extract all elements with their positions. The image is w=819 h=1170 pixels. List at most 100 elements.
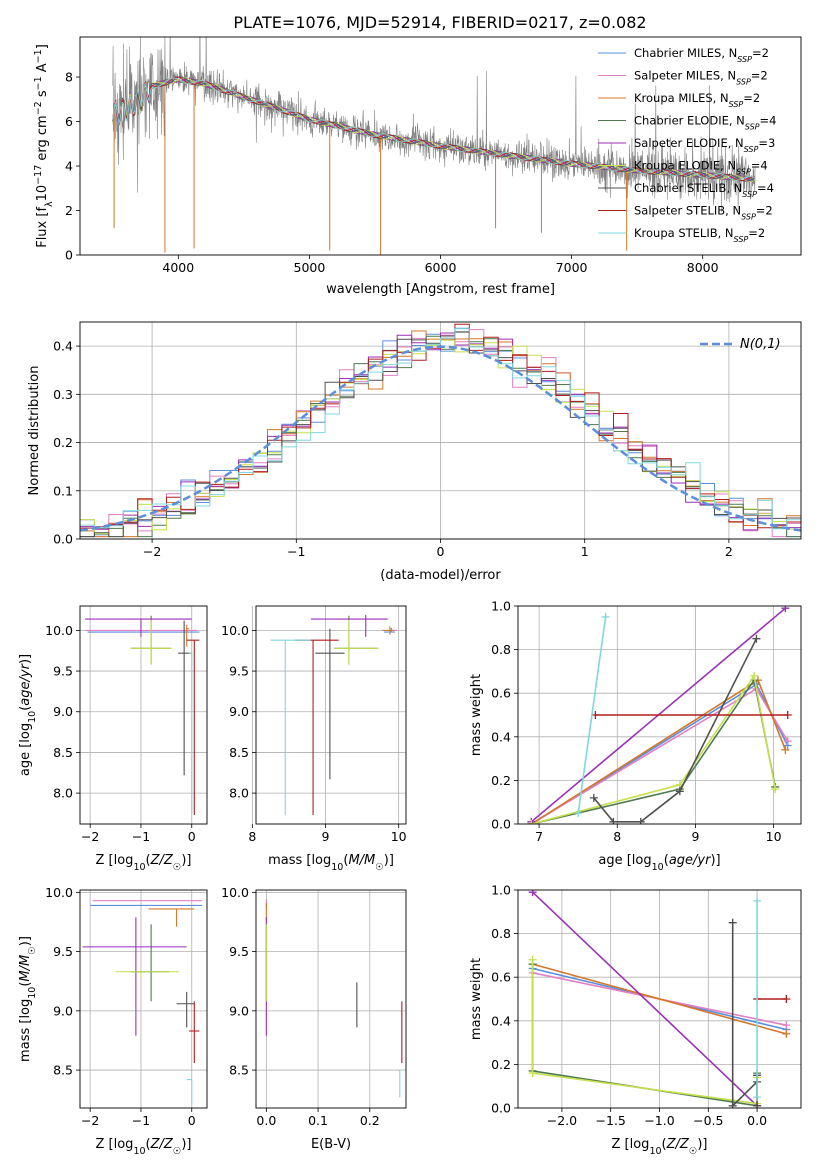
y-tick-label: 10.0 [45,885,73,900]
legend-label: Salpeter ELODIE, NSSP=3 [634,136,775,154]
plot-area [265,899,403,1098]
errorbar-sE [310,614,388,637]
weight-marker [728,1101,737,1108]
errorbar-cE [130,924,169,1002]
x-tick-label: −2.0 [547,1113,577,1128]
y-tick-label: 10.0 [221,885,249,900]
weight-marker [781,606,790,613]
weight-marker [783,737,792,746]
x-tick-label: −2 [81,1113,99,1128]
y-tick-label: 9.0 [53,1003,73,1018]
y-tick-label: 0.4 [53,339,73,354]
axes-frame [79,321,802,540]
y-tick-label: 9.0 [53,704,73,719]
legend-label: Kroupa ELODIE, NSSP=4 [634,159,768,177]
weight-marker [782,995,791,1003]
legend-label: Kroupa STELIB, NSSP=2 [634,226,765,244]
x-tick-label: 8 [248,829,256,844]
residual-histogram-kS [80,328,801,530]
errorbar-sE [85,618,192,637]
legend-label: Salpeter MILES, NSSP=2 [634,69,768,87]
weight-marker [728,918,737,927]
weight-line-kE [531,673,776,824]
x-tick-label: 1 [581,544,589,559]
weight-line-sM [530,687,789,824]
x-tick-label: 0.0 [747,1113,767,1128]
figure-title: PLATE=1076, MJD=52914, FIBERID=0217, z=0… [233,13,646,32]
age-metallicity-panel: −2 −1 0 8.0 8.5 9.0 9.5 10.0 Z [log10(Z/Z☉)] age … [18,605,208,873]
y-tick-label: 0.0 [53,532,73,547]
plot-area [270,614,398,816]
y-tick-label: 0.4 [491,729,511,744]
y-axis-label: age [log10(age/yr)] [18,654,38,776]
y-tick-label: 0.8 [491,642,511,657]
plot-area [527,606,792,824]
x-tick-label: −2 [81,829,99,844]
x-axis-label: wavelength [Angstrom, rest frame] [326,282,555,297]
weight-line-sE [532,891,758,1107]
errorbar-kM [186,624,190,647]
y-tick-label: 0.2 [53,435,73,450]
weight-line-cM [530,683,789,824]
x-tick-label: 10 [391,829,407,844]
plot-area [80,323,801,538]
weight-marker [752,634,761,643]
x-tick-label: 2 [725,544,733,559]
x-tick-label: 10 [766,829,782,844]
plot-area [85,615,200,816]
x-tick-label: 8000 [687,260,719,275]
x-tick-label: 0.1 [308,1113,328,1128]
x-tick-label: 0 [437,544,445,559]
legend-label: Kroupa MILES, NSSP=2 [634,91,760,109]
errorbar-kE [130,619,172,665]
weight-line-kE [531,959,758,1105]
mass-ebv-panel: 0.0 0.1 0.2 8.5 9.0 9.5 10.0 E(B-V) [221,885,407,1152]
axes-frame [255,605,407,825]
weight-marker [753,1093,762,1102]
x-axis-label: E(B-V) [311,1137,351,1152]
x-tick-label: 6000 [425,260,457,275]
y-tick-label: 0.4 [491,1013,511,1028]
legend-label: Chabrier STELIB, NSSP=4 [634,181,774,199]
x-tick-label: 9 [691,829,699,844]
y-tick-label: 9.5 [53,664,73,679]
y-axis-label: Normed distribution [27,366,42,496]
age-mass-panel: 8 9 10 8.0 8.5 9.0 9.5 10.0 mass [log10(M/M☉)] [221,605,407,873]
legend-label: Salpeter STELIB, NSSP=2 [634,204,773,222]
y-tick-label: 8.5 [229,745,249,760]
axis-label: Z [log10(Z/Z☉)] [612,1137,708,1157]
axis-label: Z [log10(Z/Z☉)] [96,1137,192,1157]
weight-marker [574,809,583,818]
y-axis-label: mass weight [469,958,484,1040]
x-tick-label: 0.2 [360,1113,380,1128]
y-tick-label: 6 [65,114,73,129]
x-tick-label: 0.0 [256,1113,276,1128]
x-tick-label: 9 [322,829,330,844]
weight-marker [750,671,759,680]
weight-marker [782,1021,791,1030]
x-tick-label: −1 [132,1113,150,1128]
weight-marker [753,896,762,905]
model-spectrum-kE [112,77,755,182]
y-tick-label: 9.5 [229,664,249,679]
y-axis-label: Flux [fλ10−17 erg cm−2 s−1 A−1] [33,44,55,248]
model-spectrum-cS [112,76,755,182]
weight-line-kM [532,963,787,1035]
y-tick-label: 8.0 [53,786,73,801]
residuals-panel: −2 −1 0 1 2 0.0 0.1 0.2 0.3 0.4 (data-model)/error… [27,321,802,583]
y-axis-label: mass [log10(M/M☉)] [18,936,38,1062]
x-tick-label: 8 [613,829,621,844]
y-tick-label: 1.0 [491,599,511,614]
x-axis-label: (data-model)/error [380,568,501,583]
y-tick-label: 10.0 [45,623,73,638]
y-tick-label: 10.0 [221,623,249,638]
y-tick-label: 9.5 [53,944,73,959]
y-tick-label: 9.5 [229,944,249,959]
x-tick-label: −1.0 [644,1113,674,1128]
y-tick-label: 0.6 [491,970,511,985]
errorbar-cE [334,615,379,665]
axis-label: Z [log10(Z/Z☉)] [96,853,192,873]
legend-label: Chabrier ELODIE, NSSP=4 [634,114,776,132]
errorbar-kM [382,626,394,635]
